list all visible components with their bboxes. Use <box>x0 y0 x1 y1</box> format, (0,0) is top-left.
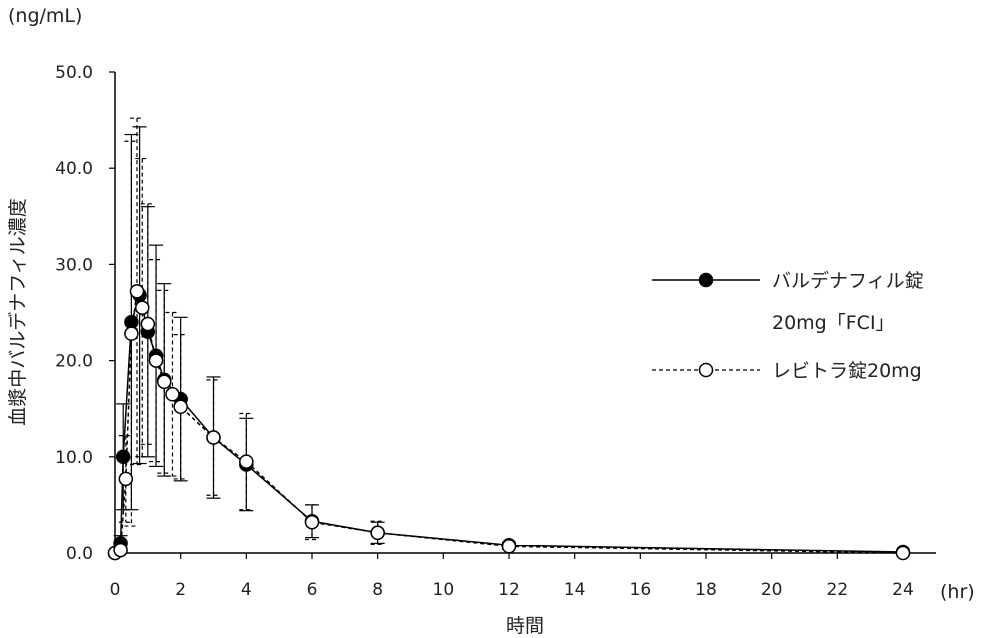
x-tick-label: 8 <box>372 580 383 600</box>
data-point <box>165 387 180 402</box>
data-point <box>206 430 221 445</box>
axes <box>114 72 936 554</box>
x-tick-label: 22 <box>827 580 849 600</box>
data-point <box>135 300 150 315</box>
x-tick-label: 18 <box>695 580 717 600</box>
legend-marker-series-1 <box>698 272 714 288</box>
data-point <box>113 542 128 558</box>
x-tick-label: 12 <box>498 580 520 600</box>
legend-item-series-2: レビトラ錠20mg <box>652 360 922 382</box>
data-point <box>173 399 188 415</box>
tick-labels: 0.010.020.030.040.050.00 2 4 6 8 10 12 14 16 18 20… <box>55 63 914 600</box>
data-point <box>140 316 156 332</box>
x-tick-label: 24 <box>892 580 914 600</box>
data-point <box>124 326 139 341</box>
legend-marker-series-2 <box>698 362 714 378</box>
data-point <box>157 374 172 390</box>
y-tick-label: 30.0 <box>55 255 93 275</box>
y-tick-label: 20.0 <box>55 352 93 372</box>
legend-label-series-1: バルデナフィル錠 20mg「FCI」 <box>772 270 930 334</box>
x-tick-label: 16 <box>630 580 652 600</box>
y-unit-label: (ng/mL) <box>8 5 82 27</box>
x-tick-label: 0 <box>110 580 121 600</box>
x-tick-label: 2 <box>175 580 186 600</box>
legend-label-series-2: レビトラ錠20mg <box>772 360 922 382</box>
x-tick-label: 14 <box>564 580 586 600</box>
data-point <box>129 284 145 299</box>
series-layer <box>107 117 911 561</box>
y-tick-label: 10.0 <box>55 448 93 468</box>
y-axis-title: 血漿中バルデナフィル濃度 <box>7 198 29 426</box>
ticks <box>109 71 904 559</box>
data-point <box>148 353 164 368</box>
series-2-markers <box>107 284 911 561</box>
data-point <box>239 454 254 469</box>
data-point <box>370 525 385 541</box>
y-tick-label: 40.0 <box>55 159 93 179</box>
data-point <box>501 539 517 554</box>
data-point <box>304 514 320 530</box>
x-tick-label: 10 <box>433 580 455 600</box>
x-tick-label: 20 <box>761 580 783 600</box>
series-2 <box>113 117 910 554</box>
y-tick-label: 0.0 <box>66 544 93 564</box>
y-tick-label: 50.0 <box>55 63 93 83</box>
data-point <box>118 471 134 487</box>
legend-item-series-1: バルデナフィル錠 20mg「FCI」 <box>652 270 930 334</box>
data-point <box>115 449 131 465</box>
series-1 <box>113 126 910 554</box>
data-point <box>895 545 911 561</box>
x-axis-title: 時間 <box>506 615 544 637</box>
x-tick-label: 6 <box>307 580 318 600</box>
x-tick-label: 4 <box>241 580 252 600</box>
legend: バルデナフィル錠 20mg「FCI」 レビトラ錠20mg <box>652 270 930 382</box>
x-unit-label: (hr) <box>940 581 975 603</box>
